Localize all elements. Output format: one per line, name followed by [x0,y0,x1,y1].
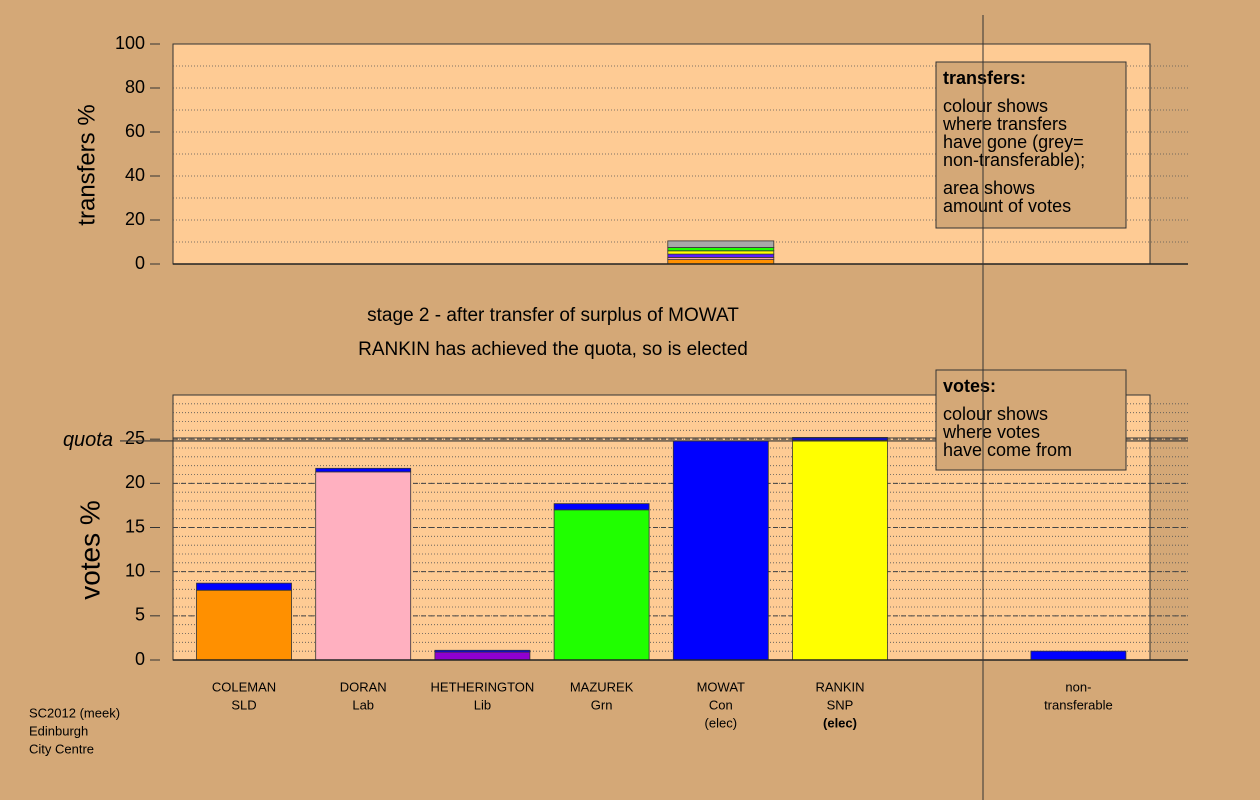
x-tick-label: MOWAT [697,679,745,694]
bar-segment [1030,650,1127,661]
annotation-text: amount of votes [943,196,1071,216]
annotation-text: colour shows [943,96,1048,116]
y-tick-label: 60 [125,121,145,141]
bar-segment [196,589,292,661]
bar-segment [792,436,888,441]
quota-label: quota [63,429,113,451]
x-tick-label: (elec) [823,715,857,730]
bar-segment [667,250,775,255]
footer-text: Edinburgh [29,723,88,738]
bar-segment [667,240,775,248]
x-tick-label: Lab [352,697,374,712]
bar-segment [792,439,888,661]
bar-segment [553,509,650,661]
bar-segment [315,467,412,473]
y-tick-label: 20 [125,472,145,492]
bar-segment [315,471,412,661]
x-tick-label: COLEMAN [212,679,276,694]
annotation-text: area shows [943,178,1035,198]
annotation-text: have come from [943,440,1072,460]
x-tick-label: DORAN [340,679,387,694]
y-tick-label: 100 [115,33,145,53]
bar-segment [434,651,531,661]
y-axis-label: transfers % [73,104,100,225]
x-tick-label: SLD [231,697,256,712]
x-tick-label: (elec) [705,715,738,730]
annotation-box [935,369,1127,471]
y-tick-label: 40 [125,165,145,185]
x-tick-label: HETHERINGTON [431,679,535,694]
y-tick-label: 5 [135,605,145,625]
y-tick-label: 0 [135,253,145,273]
bar-segment [196,582,292,591]
annotation-heading: votes: [943,376,996,396]
y-tick-label: 15 [125,516,145,536]
y-tick-label: 20 [125,209,145,229]
x-tick-label: Lib [474,697,491,712]
annotation-text: non-transferable); [943,150,1085,170]
footer-text: City Centre [29,741,94,756]
annotation-text: where transfers [942,114,1067,134]
y-tick-label: 80 [125,77,145,97]
x-tick-label: transferable [1044,697,1113,712]
y-tick-label: 0 [135,649,145,669]
x-tick-label: non- [1065,679,1091,694]
annotation-box [935,61,1127,229]
bar-segment [434,649,531,653]
bar-segment [667,253,775,258]
chart-title: RANKIN has achieved the quota, so is ele… [358,339,748,360]
y-axis-label: votes % [74,500,105,600]
annotation-text: colour shows [943,404,1048,424]
y-tick-label: 25 [125,428,145,448]
footer-text: SC2012 (meek) [29,705,120,720]
bar-segment [672,440,769,661]
annotation-text: have gone (grey= [943,132,1084,152]
x-tick-label: RANKIN [815,679,864,694]
bar-segment [667,247,775,252]
x-tick-label: SNP [827,697,854,712]
bar-segment [553,503,650,511]
chart-title: stage 2 - after transfer of surplus of M… [367,305,739,326]
x-tick-label: MAZUREK [570,679,634,694]
x-tick-label: Con [709,697,733,712]
y-tick-label: 10 [125,560,145,580]
annotation-heading: transfers: [943,68,1026,88]
annotation-text: where votes [942,422,1040,442]
x-tick-label: Grn [591,697,613,712]
